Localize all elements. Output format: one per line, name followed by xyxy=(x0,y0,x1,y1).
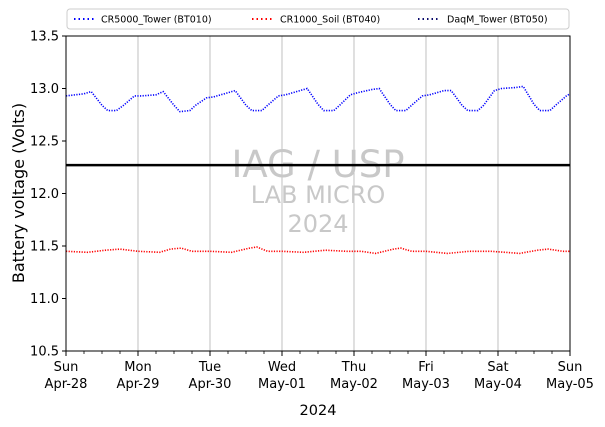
x-tick-label-date: May-05 xyxy=(546,377,594,392)
x-tick-label-date: May-01 xyxy=(258,377,306,392)
x-tick-label-day: Tue xyxy=(198,360,221,375)
y-tick-label: 12.5 xyxy=(30,135,59,150)
legend-frame xyxy=(66,8,570,30)
x-tick-label-day: Sun xyxy=(54,360,79,375)
watermark-line-2: LAB MICRO xyxy=(251,181,386,209)
x-tick-label-date: May-03 xyxy=(402,377,450,392)
y-tick-label: 10.5 xyxy=(30,345,59,360)
x-tick-label-date: Apr-30 xyxy=(189,377,232,392)
x-tick-label-date: May-02 xyxy=(330,377,378,392)
watermark-line-3: 2024 xyxy=(287,210,348,238)
x-axis-label: 2024 xyxy=(300,403,337,419)
x-tick-label-date: Apr-29 xyxy=(117,377,160,392)
y-tick-label: 13.0 xyxy=(30,82,59,97)
y-tick-label: 12.0 xyxy=(30,187,59,202)
series-line-0 xyxy=(65,85,571,113)
x-tick-label-day: Mon xyxy=(124,360,151,375)
x-tick-label-day: Wed xyxy=(268,360,296,375)
x-tick-label-date: May-04 xyxy=(474,377,522,392)
x-tick-label-date: Apr-28 xyxy=(45,377,88,392)
x-tick-label-day: Fri xyxy=(418,360,434,375)
x-axis: Sun Apr-28 Mon Apr-29 Tue Apr-30 Wed May-01 Thu M… xyxy=(45,351,594,392)
x-tick-label-day: Thu xyxy=(341,360,366,375)
legend-item-1: CR1000_Soil (BT040) xyxy=(252,15,380,26)
y-axis: 10.5 11.0 11.5 12.0 12.5 13.0 13.5 xyxy=(30,30,66,360)
y-tick-label: 11.0 xyxy=(30,292,59,307)
legend-label-1: CR1000_Soil (BT040) xyxy=(280,15,380,26)
x-tick-label-day: Sun xyxy=(558,360,583,375)
x-tick-label-day: Sat xyxy=(487,360,508,375)
legend-item-0: CR5000_Tower (BT010) xyxy=(74,15,212,26)
legend: CR5000_Tower (BT010) CR1000_Soil (BT040)… xyxy=(66,8,570,30)
y-tick-label: 11.5 xyxy=(30,240,59,255)
gridlines xyxy=(137,36,499,351)
y-axis-label: Battery voltage (Volts) xyxy=(9,103,28,283)
plot-area xyxy=(66,36,570,351)
legend-label-0: CR5000_Tower (BT010) xyxy=(101,15,212,26)
y-tick-label: 13.5 xyxy=(30,30,59,45)
series-marks xyxy=(65,85,571,255)
legend-label-2: DaqM_Tower (BT050) xyxy=(447,15,548,26)
legend-item-2: DaqM_Tower (BT050) xyxy=(418,15,548,26)
